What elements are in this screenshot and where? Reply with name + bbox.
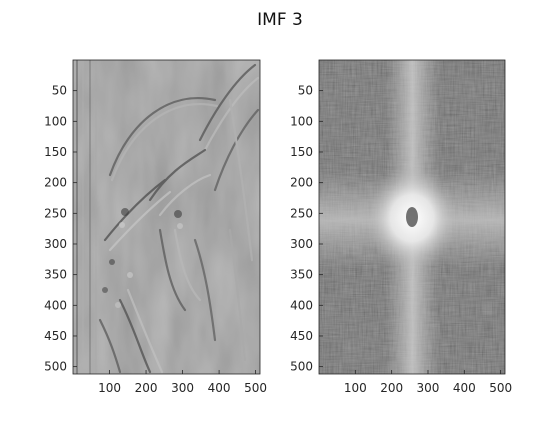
y-tick-label: 450 [44, 329, 67, 343]
y-tick-label: 250 [290, 206, 313, 220]
y-tick-label: 150 [44, 145, 67, 159]
figure-title: IMF 3 [257, 10, 303, 30]
imf-image-axes-box [72, 59, 261, 375]
x-tick-label: 100 [344, 381, 367, 395]
x-tick-label: 200 [135, 381, 158, 395]
y-tick-label: 50 [52, 84, 67, 98]
y-tick-label: 250 [44, 206, 67, 220]
y-tick-label: 400 [290, 298, 313, 312]
y-tick-label: 450 [290, 329, 313, 343]
y-tick-label: 200 [290, 176, 313, 190]
x-tick-label: 500 [244, 381, 267, 395]
x-tick-label: 100 [98, 381, 121, 395]
imf-image-ticks: 100 200 300 400 500 50 100 150 200 250 300 350 400 45… [44, 84, 267, 395]
y-tick-label: 500 [290, 360, 313, 374]
spectrum-ticks: 100 200 300 400 500 50 100 150 200 250 300 350 400 45… [290, 84, 512, 395]
y-tick-label: 350 [290, 268, 313, 282]
imf-image-panel: 100 200 300 400 500 50 100 150 200 250 300 350 400 45… [44, 59, 267, 395]
y-tick-label: 400 [44, 298, 67, 312]
y-tick-label: 500 [44, 360, 67, 374]
y-tick-label: 200 [44, 176, 67, 190]
x-tick-label: 300 [171, 381, 194, 395]
spectrum-axes-box [318, 59, 506, 375]
x-tick-label: 500 [489, 381, 512, 395]
x-tick-label: 200 [380, 381, 403, 395]
y-tick-label: 300 [290, 237, 313, 251]
spectrum-image [319, 60, 505, 374]
y-tick-label: 50 [298, 84, 313, 98]
y-tick-label: 350 [44, 268, 67, 282]
imf-image [73, 60, 260, 374]
y-tick-label: 300 [44, 237, 67, 251]
y-tick-label: 100 [44, 114, 67, 128]
y-tick-label: 100 [290, 114, 313, 128]
y-tick-label: 150 [290, 145, 313, 159]
x-tick-label: 400 [453, 381, 476, 395]
x-tick-label: 400 [208, 381, 231, 395]
spectrum-panel: 100 200 300 400 500 50 100 150 200 250 300 350 400 45… [290, 59, 512, 395]
x-tick-label: 300 [417, 381, 440, 395]
